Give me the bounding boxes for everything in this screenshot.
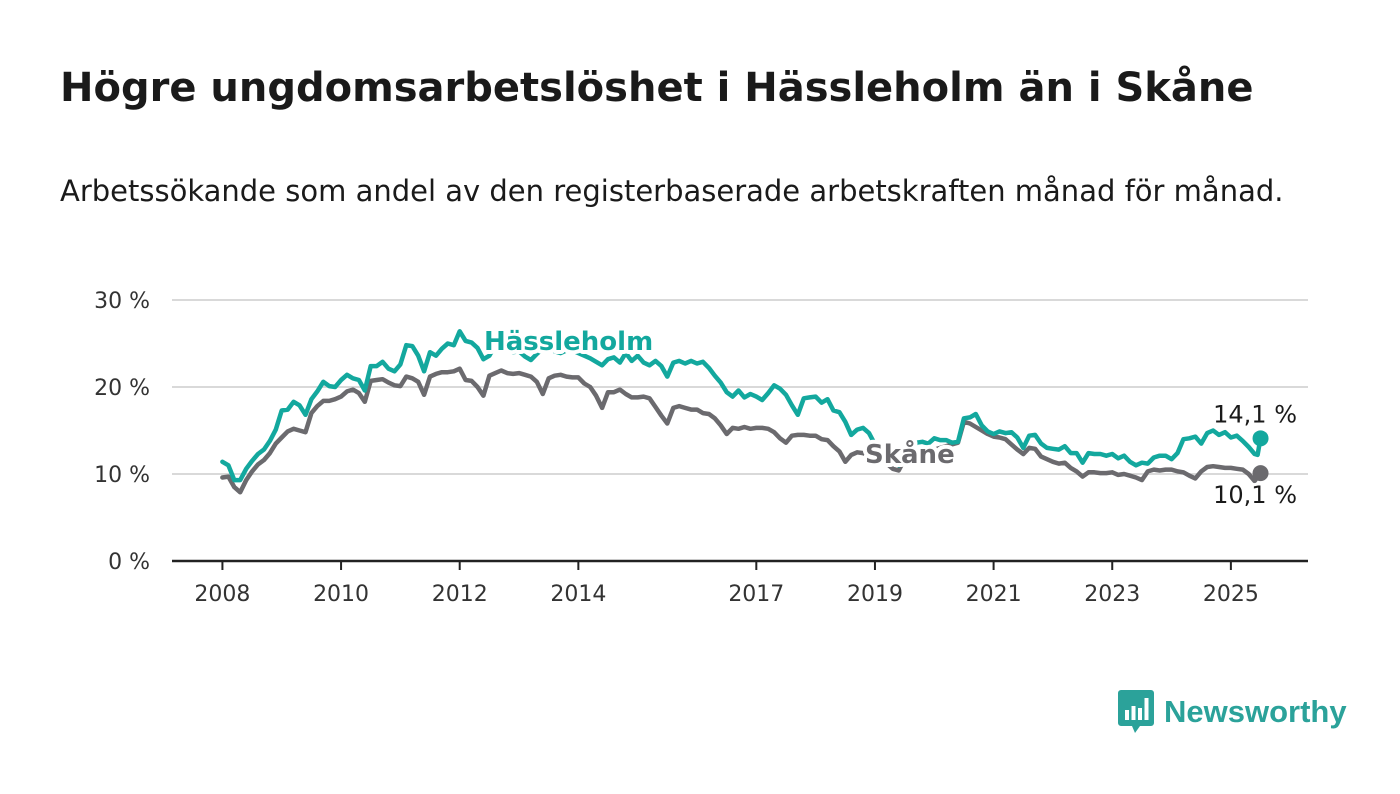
end-value-label: 10,1 % (1213, 481, 1297, 509)
x-tick-label: 2012 (432, 582, 488, 607)
x-tick-label: 2019 (847, 582, 903, 607)
series-end-point (1252, 465, 1269, 482)
label-layer: Hässleholm Skåne 14,1 % 10,1 % (480, 323, 1300, 512)
chart-subtitle: Arbetssökande som andel av den registerb… (60, 174, 1284, 208)
newsworthy-logo[interactable]: Newsworthy (1118, 690, 1347, 734)
x-tick-label: 2017 (728, 582, 784, 607)
series-line (220, 366, 1263, 495)
x-tick-label: 2010 (313, 582, 369, 607)
x-tick-label: 2023 (1084, 582, 1140, 607)
chart-title: Högre ungdomsarbetslöshet i Hässleholm ä… (60, 65, 1254, 111)
x-tick-label: 2021 (966, 582, 1022, 607)
end-value-label: 14,1 % (1213, 400, 1297, 428)
series-layer (220, 329, 1269, 495)
x-tick-label: 2008 (194, 582, 250, 607)
x-tick-label: 2014 (550, 582, 606, 607)
x-tick-label: 2025 (1203, 582, 1259, 607)
series-end-point (1252, 430, 1269, 447)
axis-layer: 0 % 10 % 20 % 30 % 2008 2010 2012 2014 2017 2019 2… (94, 289, 1308, 607)
series-name-label: Hässleholm (484, 327, 653, 357)
series-name-label: Skåne (865, 438, 955, 470)
grid-layer (172, 299, 1308, 475)
y-tick-label: 30 % (94, 289, 150, 314)
y-tick-label: 0 % (108, 550, 150, 575)
bar-chart-speech-bubble-icon (1118, 690, 1154, 733)
brand-name: Newsworthy (1164, 694, 1347, 729)
series-line (220, 329, 1263, 483)
y-tick-label: 20 % (94, 376, 150, 401)
y-tick-label: 10 % (94, 463, 150, 488)
